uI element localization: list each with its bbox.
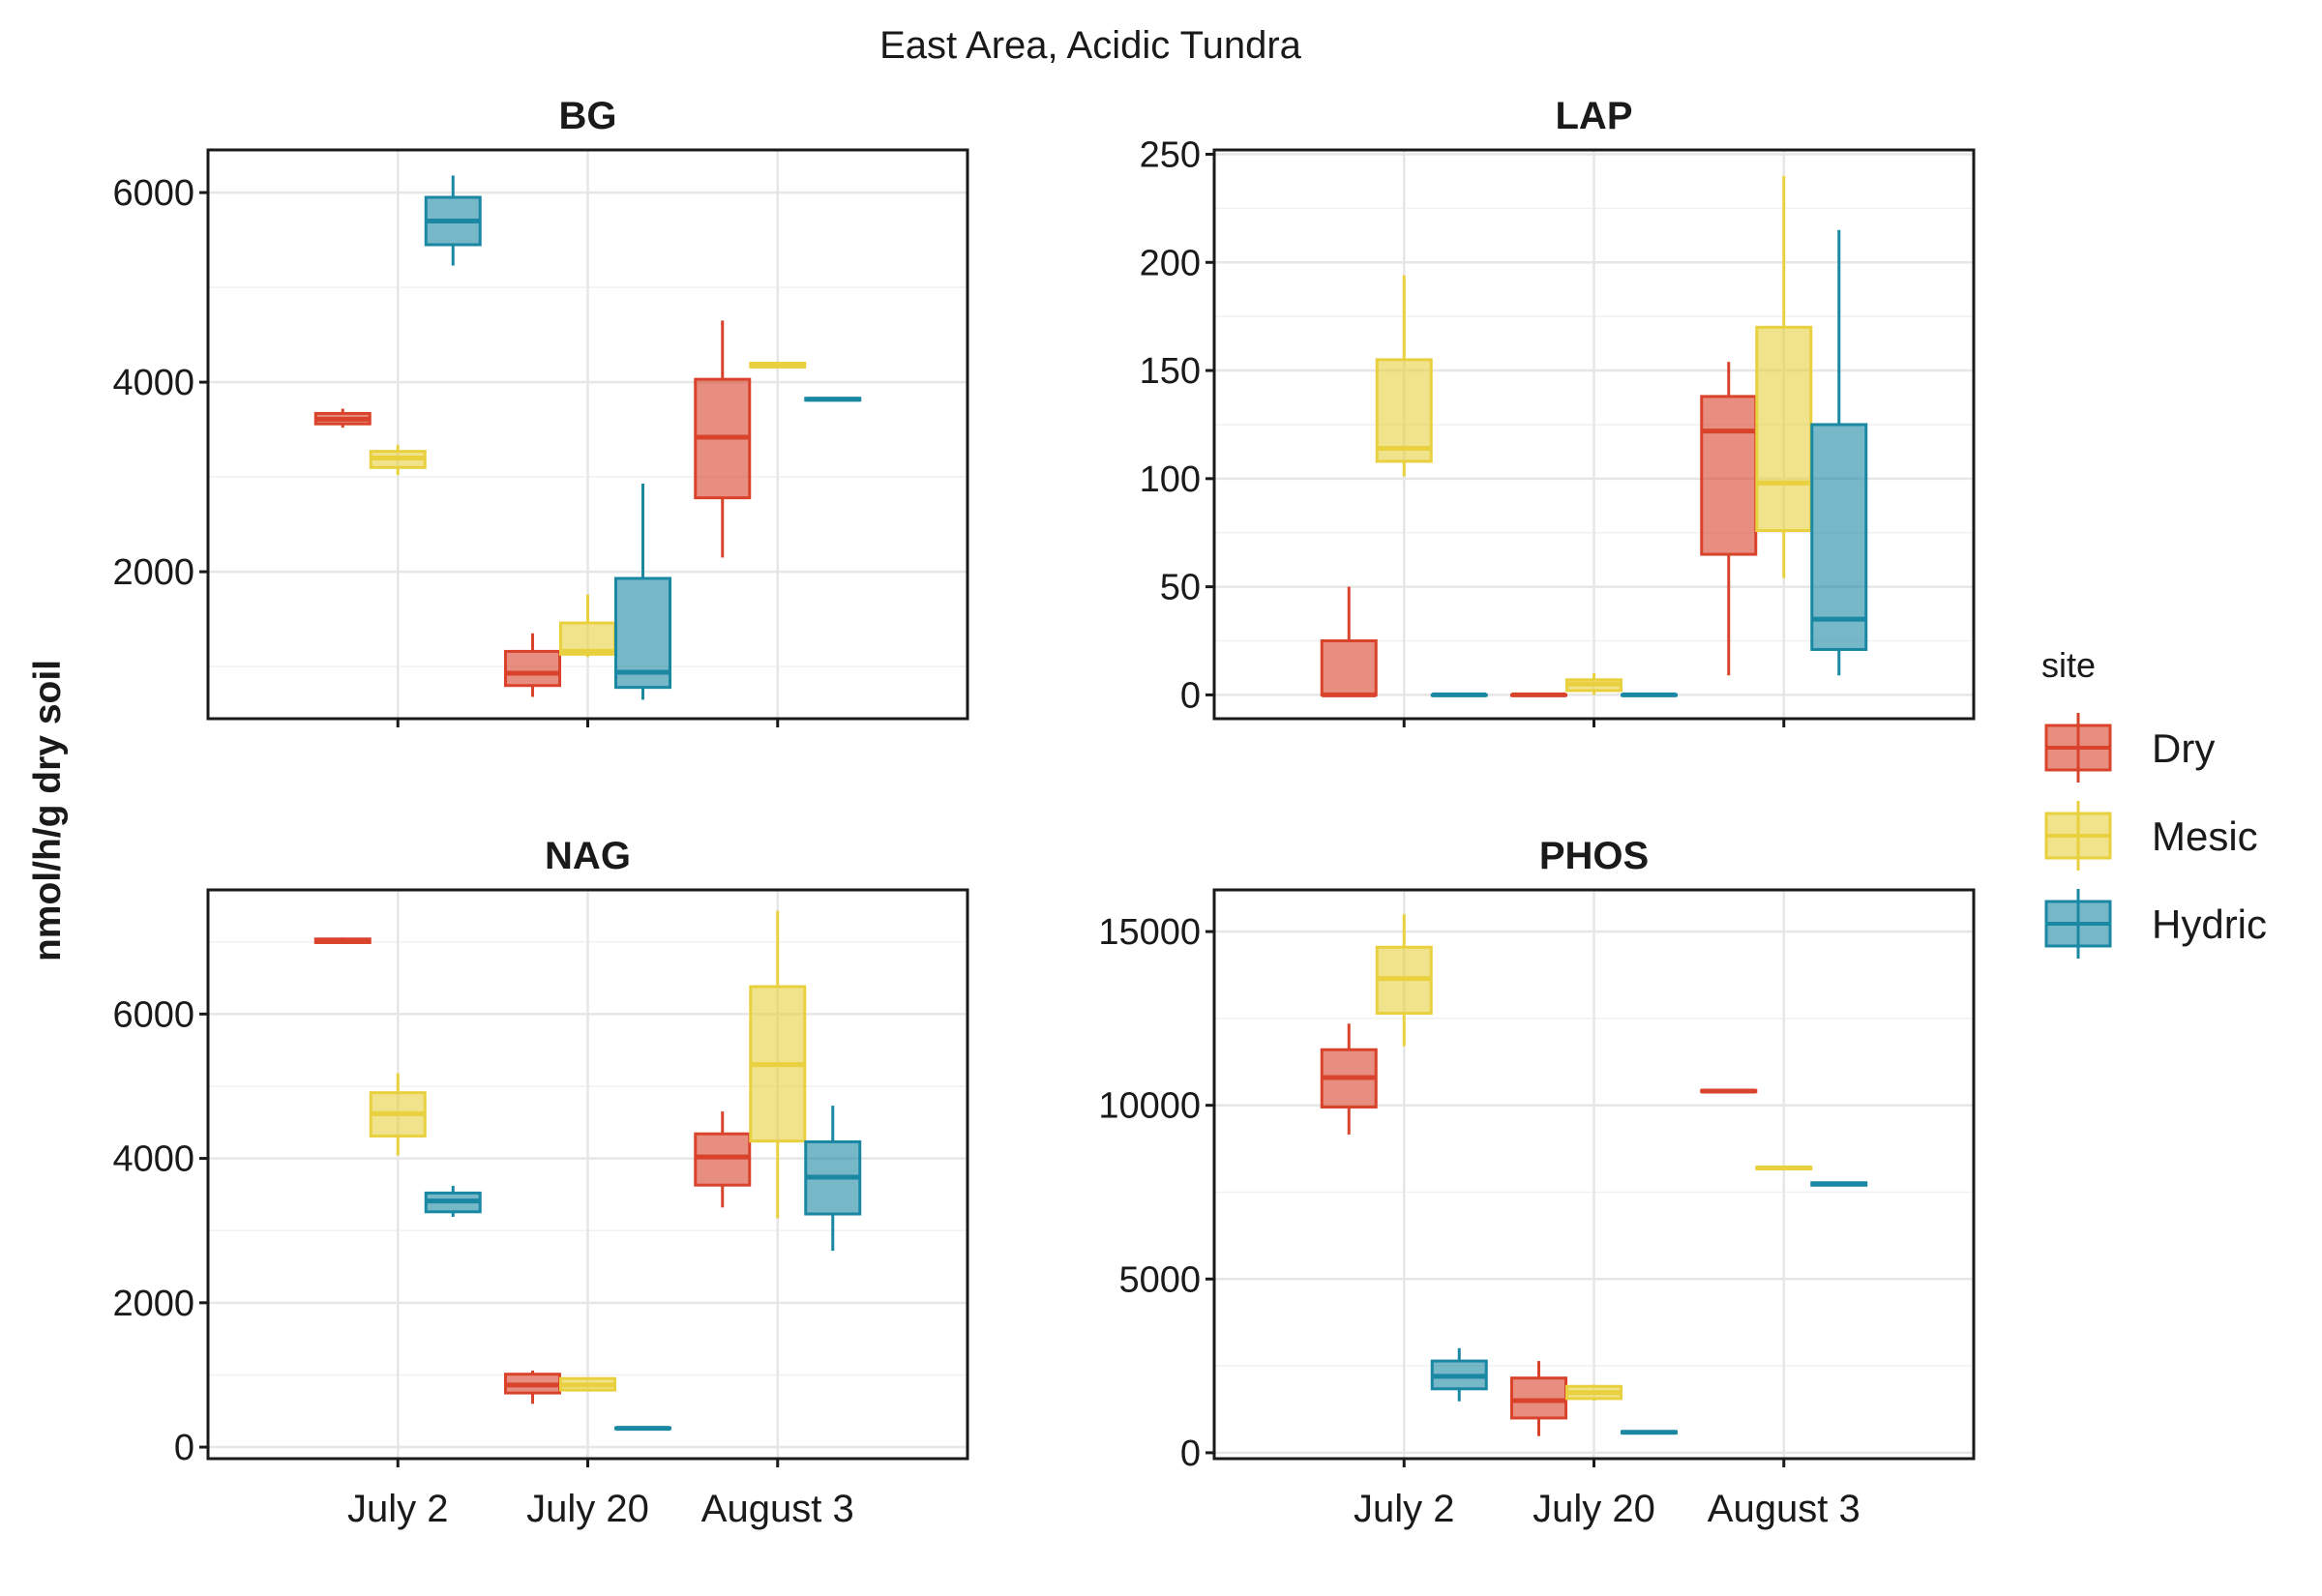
- panel-title: PHOS: [1539, 835, 1649, 877]
- box-nag-hydric-2: [804, 1106, 862, 1252]
- box-phos-hydric-1: [1621, 1430, 1678, 1435]
- box-phos-dry-0: [1320, 1023, 1378, 1135]
- panels: 2000 4000 6000 BG 0 50 100 150 200 250 LAP 0 2000 400…: [112, 95, 1976, 1530]
- box-bg-hydric-0: [424, 175, 482, 266]
- panel-title: BG: [559, 95, 617, 137]
- panel-title: NAG: [545, 835, 631, 877]
- box-bg-hydric-1: [614, 483, 671, 700]
- y-tick-label: 250: [1140, 134, 1201, 175]
- panel-bg: 2000 4000 6000 BG: [112, 95, 969, 727]
- y-tick-label: 0: [1180, 675, 1201, 716]
- box-phos-hydric-0: [1430, 1347, 1488, 1402]
- box-body: [614, 576, 671, 690]
- box-phos-mesic-0: [1375, 914, 1433, 1047]
- box-lap-hydric-2: [1810, 229, 1868, 676]
- x-tick-label: July 2: [1354, 1488, 1455, 1530]
- y-tick-label: 6000: [112, 994, 194, 1035]
- legend-item-dry: Dry: [2044, 713, 2215, 783]
- panel-nag: 0 2000 4000 6000 July 2 July 20 August 3 NAG: [112, 835, 969, 1530]
- box-bg-dry-1: [504, 633, 561, 697]
- box-bg-dry-2: [694, 320, 752, 558]
- y-tick-label: 50: [1160, 568, 1201, 608]
- box-phos-mesic-1: [1565, 1384, 1622, 1402]
- box-lap-mesic-2: [1755, 175, 1813, 578]
- box-bg-dry-0: [313, 408, 372, 429]
- y-tick-label: 2000: [112, 552, 194, 593]
- box-body: [1755, 325, 1813, 532]
- box-phos-mesic-2: [1755, 1165, 1813, 1170]
- x-tick-label: July 2: [347, 1488, 449, 1530]
- box-nag-dry-2: [694, 1111, 752, 1208]
- box-bg-hydric-2: [804, 397, 862, 402]
- legend-label: Mesic: [2152, 813, 2258, 859]
- y-tick-label: 4000: [112, 1139, 194, 1180]
- box-body: [1510, 1376, 1567, 1420]
- box-body: [1320, 639, 1378, 696]
- y-tick-label: 0: [1180, 1433, 1201, 1474]
- box-nag-mesic-0: [369, 1073, 427, 1156]
- box-nag-dry-0: [313, 937, 372, 944]
- y-tick-label: 15000: [1098, 912, 1201, 953]
- legend-label: Hydric: [2152, 901, 2267, 947]
- box-phos-dry-1: [1510, 1361, 1567, 1436]
- y-tick-label: 10000: [1098, 1086, 1201, 1127]
- x-tick-label: August 3: [1708, 1488, 1861, 1530]
- y-tick-label: 5000: [1118, 1259, 1201, 1300]
- y-tick-label: 6000: [112, 173, 194, 214]
- x-tick-label: July 20: [526, 1488, 649, 1530]
- box-lap-mesic-0: [1375, 275, 1433, 477]
- legend-title: site: [2041, 645, 2096, 685]
- box-body: [1375, 358, 1433, 463]
- box-phos-hydric-2: [1810, 1181, 1868, 1187]
- y-tick-label: 2000: [112, 1284, 194, 1324]
- y-axis-label: nmol/h/g dry soil: [27, 660, 69, 961]
- x-tick-label: July 20: [1533, 1488, 1655, 1530]
- box-body: [694, 1132, 752, 1187]
- y-tick-label: 100: [1140, 459, 1201, 500]
- legend-item-hydric: Hydric: [2044, 889, 2267, 959]
- box-nag-mesic-2: [749, 910, 807, 1219]
- y-tick-label: 200: [1140, 243, 1201, 283]
- figure-suptitle: East Area, Acidic Tundra: [879, 24, 1302, 67]
- box-body: [1700, 395, 1758, 556]
- panel-phos: 0 5000 10000 15000 July 2 July 20 August 3 PHOS: [1098, 835, 1976, 1530]
- box-bg-mesic-0: [369, 444, 427, 476]
- box-phos-dry-2: [1700, 1088, 1758, 1094]
- panel-title: LAP: [1556, 95, 1633, 137]
- legend-item-mesic: Mesic: [2044, 801, 2258, 871]
- box-body: [1810, 423, 1868, 651]
- box-lap-mesic-1: [1565, 673, 1622, 695]
- legend-label: Dry: [2152, 725, 2215, 771]
- y-tick-label: 150: [1140, 351, 1201, 392]
- box-nag-mesic-1: [559, 1376, 616, 1392]
- box-nag-hydric-0: [424, 1185, 482, 1218]
- y-tick-label: 0: [174, 1428, 194, 1468]
- panel-lap: 0 50 100 150 200 250 LAP: [1140, 95, 1976, 727]
- box-bg-mesic-2: [749, 362, 807, 369]
- box-body: [504, 649, 561, 688]
- box-nag-hydric-1: [614, 1426, 671, 1432]
- x-tick-label: August 3: [701, 1488, 854, 1530]
- legend: site Dry Mesic Hydric: [2041, 645, 2267, 959]
- y-tick-label: 4000: [112, 363, 194, 403]
- box-lap-dry-0: [1320, 586, 1378, 697]
